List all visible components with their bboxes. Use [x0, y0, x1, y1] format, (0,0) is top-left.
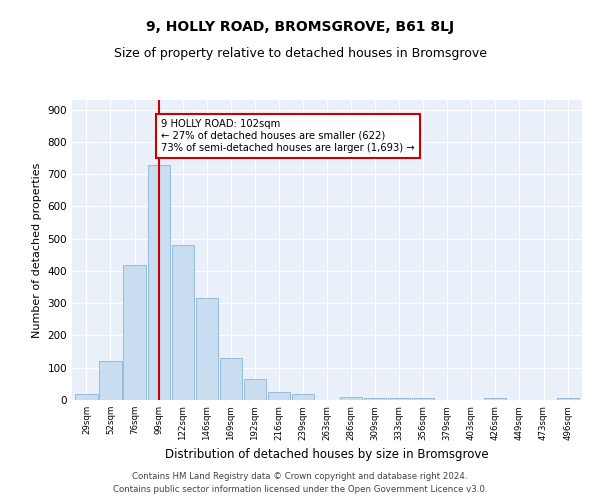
Bar	[557, 398, 578, 400]
Y-axis label: Number of detached properties: Number of detached properties	[32, 162, 42, 338]
Bar	[412, 398, 434, 400]
Text: 9 HOLLY ROAD: 102sqm
← 27% of detached houses are smaller (622)
73% of semi-deta: 9 HOLLY ROAD: 102sqm ← 27% of detached h…	[161, 120, 415, 152]
Bar	[268, 392, 290, 400]
Bar	[100, 362, 122, 400]
Bar	[244, 379, 266, 400]
X-axis label: Distribution of detached houses by size in Bromsgrove: Distribution of detached houses by size …	[165, 448, 489, 461]
Bar	[172, 245, 194, 400]
Bar	[484, 398, 506, 400]
Bar	[340, 397, 362, 400]
Bar	[388, 398, 410, 400]
Text: Size of property relative to detached houses in Bromsgrove: Size of property relative to detached ho…	[113, 48, 487, 60]
Bar	[364, 398, 386, 400]
Text: Contains public sector information licensed under the Open Government Licence v3: Contains public sector information licen…	[113, 485, 487, 494]
Bar	[292, 394, 314, 400]
Text: Contains HM Land Registry data © Crown copyright and database right 2024.: Contains HM Land Registry data © Crown c…	[132, 472, 468, 481]
Bar	[148, 164, 170, 400]
Bar	[220, 358, 242, 400]
Bar	[76, 394, 98, 400]
Bar	[196, 298, 218, 400]
Text: 9, HOLLY ROAD, BROMSGROVE, B61 8LJ: 9, HOLLY ROAD, BROMSGROVE, B61 8LJ	[146, 20, 454, 34]
Bar	[124, 264, 146, 400]
